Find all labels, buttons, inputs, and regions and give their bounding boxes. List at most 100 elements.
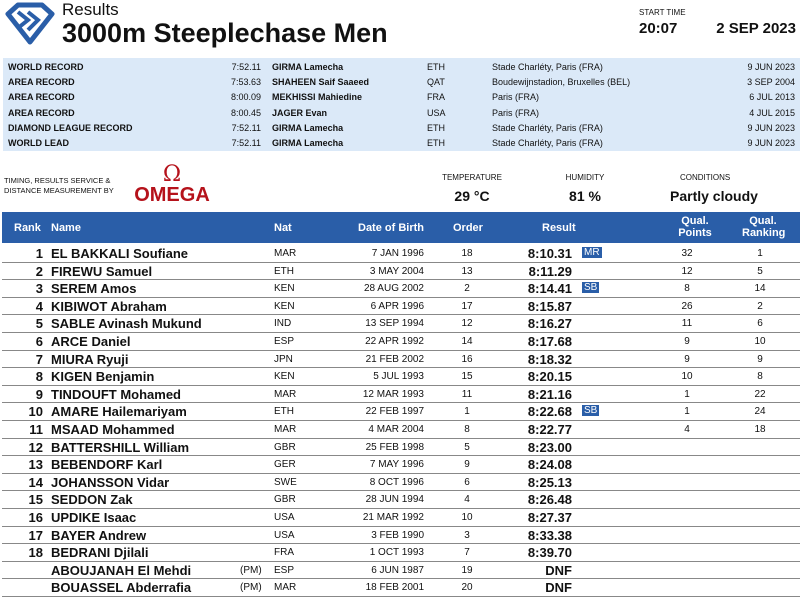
start-order: 5 [464, 441, 470, 453]
start-order: 19 [461, 564, 473, 576]
nationality: ESP [274, 335, 295, 347]
result-time: 8:10.31 [527, 246, 572, 261]
date-of-birth: 21 FEB 2002 [365, 353, 424, 365]
rank: 7 [35, 351, 43, 367]
nationality: KEN [274, 300, 295, 312]
record-venue: Boudewijnstadion, Bruxelles (BEL) [492, 77, 631, 88]
result-time: 8:33.38 [527, 527, 572, 543]
rank: 1 [35, 246, 43, 261]
rank: 5 [35, 316, 43, 332]
table-row: 7 MIURA Ryuji JPN 21 FEB 2002 16 8:18.32 9 9 [2, 351, 800, 369]
date-of-birth: 7 MAY 1996 [369, 459, 424, 471]
rank: 6 [35, 333, 43, 349]
start-order: 14 [461, 335, 473, 347]
pacemaker-tag: (PM) [240, 582, 262, 594]
nationality: ESP [274, 564, 295, 576]
date-of-birth: 18 FEB 2001 [365, 582, 424, 594]
athlete-name: MSAAD Mohammed [51, 421, 175, 437]
rank: 15 [28, 492, 43, 508]
result-time: DNF [545, 580, 572, 596]
start-order: 9 [464, 459, 470, 471]
record-venue: Paris (FRA) [492, 92, 539, 103]
date-of-birth: 6 APR 1996 [370, 300, 424, 312]
table-row: 9 TINDOUFT Mohamed MAR 12 MAR 1993 11 8:21.16… [2, 386, 800, 404]
qual-points: 9 [684, 335, 690, 347]
col-qual-ranking: Qual. Ranking [742, 215, 786, 239]
athlete-name: KIBIWOT Abraham [51, 298, 167, 314]
record-time: 7:52.11 [231, 137, 261, 148]
nationality: USA [274, 511, 295, 523]
table-row: ABOUJANAH El Mehdi (PM) ESP 6 JUN 1987 19 DNF [2, 562, 800, 580]
record-label: DIAMOND LEAGUE RECORD [8, 122, 133, 133]
nationality: GBR [274, 494, 296, 506]
table-row: 16 UPDIKE Isaac USA 21 MAR 1992 10 8:27.37 [2, 509, 800, 527]
rank: 3 [35, 281, 43, 297]
record-date: 9 JUN 2023 [747, 62, 795, 72]
date-of-birth: 25 FEB 1998 [365, 441, 424, 453]
table-row: 13 BEBENDORF Karl GER 7 MAY 1996 9 8:24.08 [2, 456, 800, 474]
record-label: AREA RECORD [8, 107, 75, 118]
athlete-name: BEDRANI Djilali [51, 545, 149, 561]
record-date: 3 SEP 2004 [747, 77, 795, 88]
nationality: FRA [274, 547, 294, 559]
col-result: Result [542, 222, 576, 234]
record-nat: ETH [427, 137, 445, 148]
nationality: IND [274, 318, 292, 330]
start-order: 15 [461, 371, 473, 383]
record-time: 8:00.09 [230, 92, 261, 103]
table-row: 10 AMARE Hailemariyam ETH 22 FEB 1997 1 8:22.… [2, 403, 800, 421]
start-order: 18 [461, 248, 473, 259]
rank: 14 [28, 474, 43, 490]
record-date: 4 JUL 2015 [749, 107, 795, 118]
temperature-value: 29 °C [454, 188, 490, 204]
table-row: 8 KIGEN Benjamin KEN 5 JUL 1993 15 8:20.15 10 8 [2, 368, 800, 386]
athlete-name: BOUASSEL Abderrafia [51, 580, 192, 596]
record-date: 9 JUN 2023 [747, 122, 795, 133]
qual-ranking: 2 [757, 300, 763, 312]
table-row: 11 MSAAD Mohammed MAR 4 MAR 2004 8 8:22.77 4 18 [2, 421, 800, 439]
conditions: CONDITIONS Partly cloudy [670, 173, 770, 204]
results-table-body: 1 EL BAKKALI Soufiane MAR 7 JAN 1996 18 8:10.… [2, 245, 800, 597]
record-venue: Paris (FRA) [492, 107, 539, 118]
rank: 4 [35, 298, 43, 314]
table-row: 2 FIREWU Samuel ETH 3 MAY 2004 13 8:11.29 12 5 [2, 263, 800, 281]
table-row: 18 BEDRANI Djilali FRA 1 OCT 1993 7 8:39.70 [2, 544, 800, 562]
date-of-birth: 5 JUL 1993 [373, 371, 424, 383]
nationality: MAR [274, 388, 297, 400]
start-order: 16 [461, 353, 473, 365]
athlete-name: EL BAKKALI Soufiane [51, 246, 188, 261]
record-row: WORLD LEAD 7:52.11 GIRMA Lamecha ETH Stade C… [3, 136, 800, 151]
date-of-birth: 21 MAR 1992 [362, 511, 424, 523]
athlete-name: KIGEN Benjamin [51, 369, 155, 385]
qual-points: 10 [681, 371, 693, 383]
date-of-birth: 1 OCT 1993 [369, 547, 424, 559]
start-order: 12 [461, 318, 473, 330]
record-date: 6 JUL 2013 [749, 92, 795, 103]
date-of-birth: 28 JUN 1994 [365, 494, 424, 506]
nationality: GBR [274, 441, 296, 453]
rank: 11 [29, 421, 43, 437]
qual-ranking: 24 [754, 406, 766, 418]
nationality: GER [274, 459, 296, 471]
omega-logo: Ω OMEGA [132, 164, 212, 206]
athlete-name: SEDDON Zak [51, 492, 133, 508]
date-of-birth: 7 JAN 1996 [371, 248, 424, 259]
record-nat: QAT [427, 77, 445, 88]
table-row: 5 SABLE Avinash Mukund IND 13 SEP 1994 12 8:1… [2, 315, 800, 333]
result-time: 8:39.70 [527, 545, 572, 561]
col-nat: Nat [274, 222, 292, 234]
qual-ranking: 10 [754, 335, 766, 347]
date-of-birth: 22 APR 1992 [365, 335, 424, 347]
qual-points: 32 [681, 248, 693, 259]
date-of-birth: 3 MAY 2004 [369, 265, 424, 277]
record-holder: GIRMA Lamecha [272, 137, 344, 148]
athlete-name: JOHANSSON Vidar [51, 474, 170, 490]
nationality: USA [274, 529, 295, 541]
result-time: 8:16.27 [527, 316, 572, 332]
result-time: DNF [545, 562, 572, 578]
record-row: AREA RECORD 7:53.63 SHAHEEN Saif Saaeed QAT… [3, 75, 800, 90]
athlete-name: SEREM Amos [51, 281, 137, 297]
record-holder: GIRMA Lamecha [272, 62, 344, 72]
record-holder: MEKHISSI Mahiedine [272, 92, 363, 103]
record-date: 9 JUN 2023 [747, 137, 795, 148]
